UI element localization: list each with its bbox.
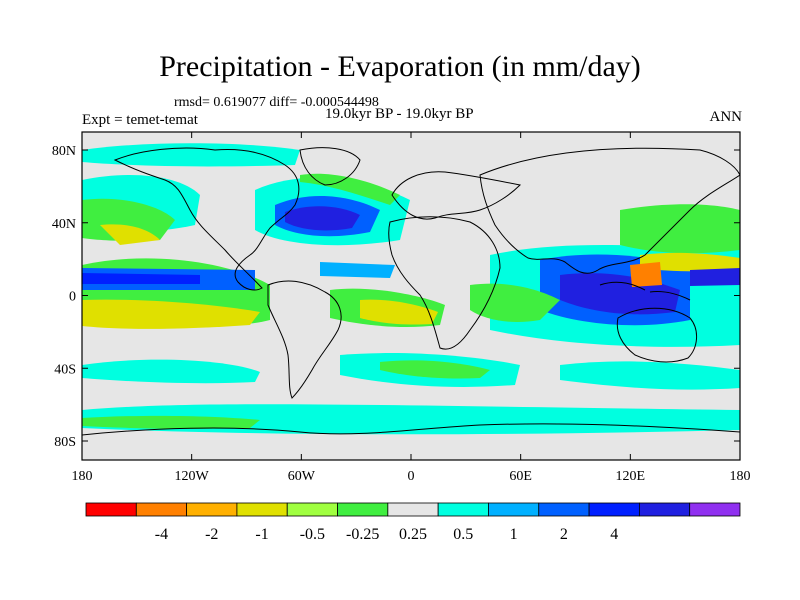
colorbar-swatch xyxy=(85,502,137,517)
field-npac-green xyxy=(82,198,175,241)
lon-tick-label: 180 xyxy=(72,469,93,484)
field-natl-darkblue xyxy=(285,206,360,231)
stats-label: rmsd= 0.619077 diff= -0.000544498 xyxy=(174,95,379,110)
field-wpac-green xyxy=(620,204,740,254)
colorbar-swatch xyxy=(186,502,238,517)
colorbar: -4 -2 -1 -0.5 -0.25 0.25 0.5 1 2 4 xyxy=(85,502,741,543)
field-so-cyan-3 xyxy=(560,361,740,390)
colorbar-swatch xyxy=(286,502,338,517)
period-label: 19.0kyr BP - 19.0kyr BP xyxy=(325,106,474,122)
colorbar-label: 4 xyxy=(610,526,618,543)
coastlines xyxy=(82,147,740,436)
colorbar-swatch xyxy=(638,502,691,517)
field-tatl-yellow xyxy=(360,299,438,325)
coast-north-america xyxy=(113,147,300,291)
field-natl-green xyxy=(300,173,400,205)
lon-tick-label: 120W xyxy=(175,469,210,484)
field-arctic-cyan xyxy=(82,143,300,167)
lat-tick-label: 0 xyxy=(69,290,76,305)
colorbar-label: 0.5 xyxy=(453,526,473,543)
colorbar-label: 2 xyxy=(560,526,568,543)
season-label: ANN xyxy=(709,109,743,125)
colorbar-swatch xyxy=(488,502,540,517)
colorbar-label: -2 xyxy=(205,526,218,543)
contour-fields xyxy=(82,143,740,435)
colorbar-swatch xyxy=(387,502,439,517)
lon-tick-label: 60W xyxy=(288,469,316,484)
field-wpac-orange xyxy=(630,262,662,287)
coast-africa xyxy=(388,216,501,350)
coast-australia xyxy=(616,307,697,363)
lat-tick-label: 80S xyxy=(54,435,76,450)
lat-tick-label: 40S xyxy=(54,362,76,377)
experiment-label: Expt = temet-temat xyxy=(82,112,198,128)
lat-tick-label: 80N xyxy=(52,144,76,159)
map-ticks: 180 120W 60W 0 60E 120E 180 80N 40N 0 40S 80S xyxy=(52,132,751,484)
colorbar-label: -1 xyxy=(255,526,268,543)
colorbar-label: 0.25 xyxy=(399,526,427,543)
field-so-cyan-1 xyxy=(82,359,260,384)
field-sio-green xyxy=(470,283,560,322)
map-panel: 180 120W 60W 0 60E 120E 180 80N 40N 0 40S 80S xyxy=(52,131,751,484)
colorbar-label: -4 xyxy=(155,526,168,543)
lon-tick-label: 180 xyxy=(730,469,751,484)
coast-asia xyxy=(479,147,740,274)
coast-south-america xyxy=(267,280,342,399)
colorbar-swatch xyxy=(337,502,389,517)
field-epac-darkblue xyxy=(82,273,200,284)
field-epac-yellow xyxy=(82,299,260,329)
colorbar-swatch xyxy=(588,502,640,517)
colorbar-swatch xyxy=(236,502,288,517)
lon-tick-label: 0 xyxy=(408,469,415,484)
colorbar-swatch xyxy=(135,502,188,517)
field-wpac-yellow xyxy=(640,252,740,272)
lon-tick-label: 60E xyxy=(509,469,532,484)
field-ant-green xyxy=(82,415,260,429)
plot-title: Precipitation - Evaporation (in mm/day) xyxy=(159,50,641,83)
coast-antarctica xyxy=(82,423,740,436)
field-so-green-2 xyxy=(380,360,490,379)
colorbar-label: -0.25 xyxy=(346,526,379,543)
coast-europe xyxy=(391,171,522,220)
field-wpac-darkblue xyxy=(690,268,740,286)
colorbar-swatch xyxy=(437,502,489,517)
coast-greenland xyxy=(299,147,361,186)
colorbar-label: 1 xyxy=(510,526,518,543)
coast-indonesia xyxy=(599,281,691,301)
lon-tick-label: 120E xyxy=(616,469,646,484)
colorbar-swatch xyxy=(689,502,741,517)
field-itcz-blue xyxy=(320,262,395,278)
lat-tick-label: 40N xyxy=(52,217,76,232)
colorbar-swatch xyxy=(538,502,590,517)
field-npac-yellow xyxy=(100,224,160,245)
colorbar-label: -0.5 xyxy=(300,526,325,543)
